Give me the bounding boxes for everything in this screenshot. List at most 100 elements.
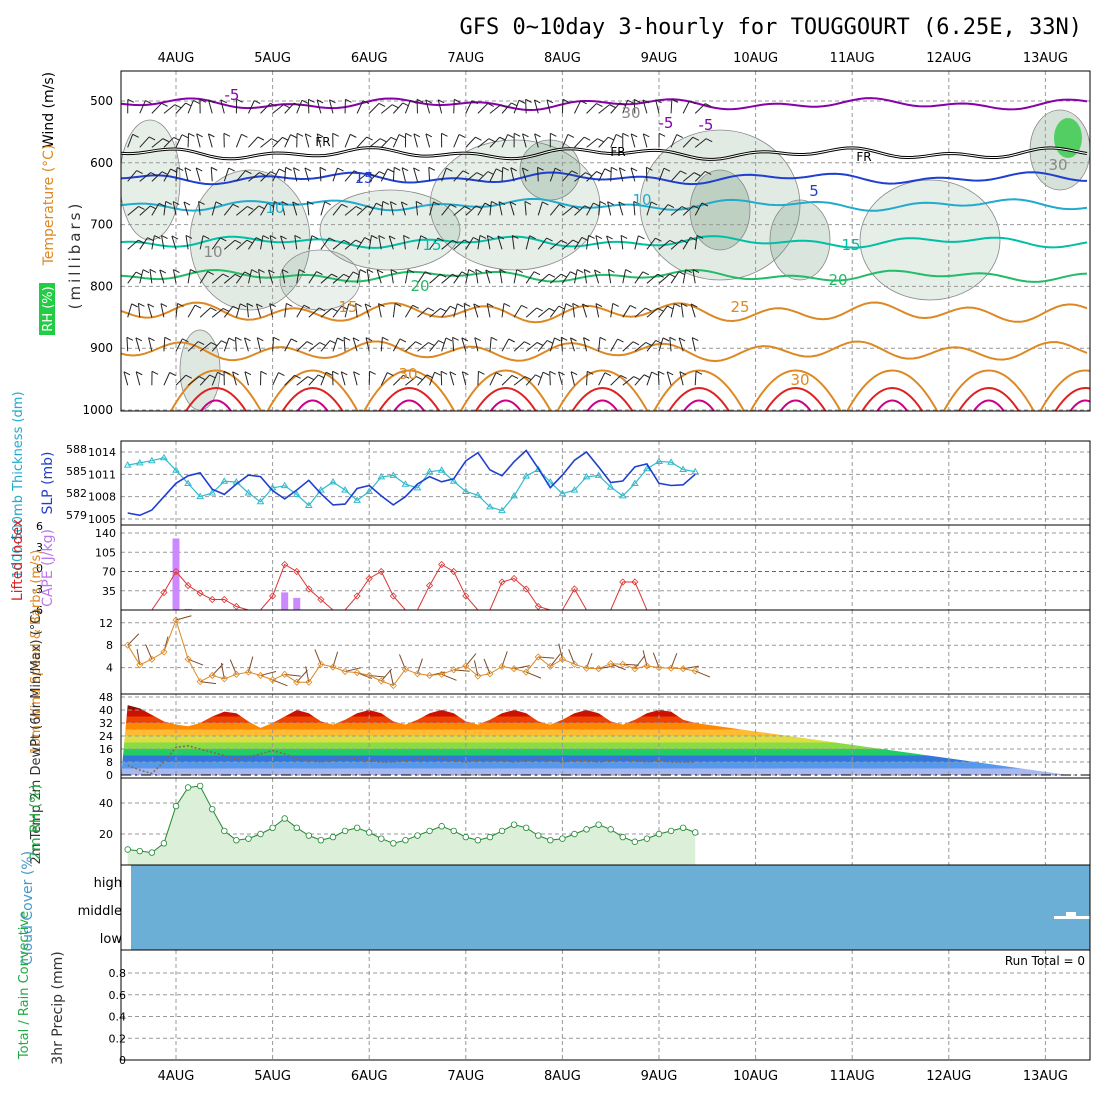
rh-marker (245, 835, 252, 842)
slp-line (127, 449, 696, 517)
wind-barb-flag (182, 338, 189, 343)
isotherm-arc (363, 369, 456, 411)
wind-barb-flag (294, 235, 301, 239)
wind-barb-flag (135, 371, 143, 376)
upper-wind-label: Wind (m/s) (41, 72, 57, 148)
wind-barb (569, 337, 575, 352)
wind-barb (198, 201, 201, 216)
wind-barb-flag (158, 202, 166, 207)
wind-barb-flag (491, 200, 498, 205)
wind-barb (211, 372, 218, 386)
thickness-marker (196, 492, 205, 500)
wind-barb-flag (657, 307, 664, 312)
wind-barb (682, 269, 687, 284)
lifted-index-marker (619, 578, 627, 586)
wind-speed-marker (160, 648, 168, 656)
wind-barb-flag (185, 102, 192, 107)
rh-marker (172, 802, 180, 810)
wind-barb-flag (343, 273, 350, 278)
wind-barb (151, 102, 162, 114)
isotherm-arc (474, 387, 537, 411)
wind-barb (163, 372, 171, 386)
wind-barb-flag (331, 307, 338, 312)
bottom-x-axis: 4AUG 5AUG 6AUG 7AUG 8AUG 9AUG 10AUG 11AUG 12AUG 1… (158, 1069, 1068, 1084)
wind-barb-flag (165, 201, 172, 205)
wind-barb-flag (524, 341, 531, 346)
wind-barb (501, 303, 505, 318)
wind-barb-flag (495, 372, 503, 377)
wind-barb-flag (475, 136, 482, 141)
wind-barb-flag (343, 239, 350, 244)
wind-barb (634, 307, 646, 318)
isotherm-label: 15 (354, 169, 373, 187)
wind-barb-flag (529, 235, 536, 240)
thickness-marker (304, 501, 313, 508)
wind-barb-flag (570, 337, 577, 342)
wind-barb (272, 201, 275, 216)
wind-barb-flag (173, 269, 180, 273)
wind-barb-flag (332, 132, 339, 137)
wind-barb-flag (502, 166, 509, 171)
wind-barb-flag (199, 98, 207, 103)
wind-barb-flag (376, 269, 384, 274)
wind-barb-flag (278, 168, 286, 173)
wind-barb (127, 239, 139, 250)
wind-barb (657, 371, 660, 386)
wind-barb (390, 269, 394, 284)
wind-barb-flag (533, 271, 541, 276)
wind-barb-flag (642, 271, 650, 276)
wind-barb (586, 235, 590, 250)
wind-barb-flag (611, 166, 618, 171)
isotherm-label: 20 (410, 277, 429, 295)
wind-barb-flag (583, 136, 591, 141)
wind-barb-flag (307, 200, 314, 205)
thickness-marker (461, 487, 470, 495)
temp-band (121, 762, 1090, 769)
wind-barb-flag (382, 200, 390, 205)
wind-barb-flag (542, 371, 550, 376)
wind-barb (308, 307, 320, 318)
wind-barb (533, 99, 539, 114)
wind-barb (248, 205, 260, 216)
surface-wind-barb (127, 633, 140, 646)
thickness-marker (437, 466, 446, 473)
run-total-label: Run Total = 0 (1005, 954, 1085, 968)
thickness-marker (365, 487, 374, 495)
upper-y-tick-label: 700 (90, 218, 113, 232)
wind-barb (151, 203, 160, 216)
wind-barb (645, 167, 648, 182)
wind-barb (594, 269, 600, 284)
wind-barb-flag (643, 374, 651, 379)
temp-band (121, 768, 1090, 775)
wind-barb (694, 235, 698, 250)
rh-tick-label: 20 (99, 828, 113, 841)
wind-barb (513, 305, 522, 318)
wind-barb-flag (643, 133, 650, 138)
wind-barb-flag (428, 342, 435, 346)
wind-barb (453, 303, 458, 318)
wind-barb-flag (608, 269, 615, 273)
temp-tick-label: 48 (99, 691, 113, 704)
wind-barb-flag (594, 269, 601, 274)
wind-barb (669, 337, 672, 352)
bottom-tick-label: 13AUG (1023, 1069, 1068, 1084)
thickness-marker (510, 491, 518, 499)
wind-barb-flag (604, 372, 612, 377)
wind-barb-flag (305, 133, 312, 138)
wind-barb (404, 305, 414, 318)
precip-tick-label: 0.4 (109, 1011, 127, 1024)
rh-marker (643, 835, 651, 842)
wind-barb-flag (150, 172, 157, 177)
wind-barb (123, 371, 129, 386)
wind-barb (404, 100, 411, 114)
thickness-marker (341, 486, 349, 493)
wind-barb-flag (642, 99, 650, 104)
wind-barb (453, 170, 464, 182)
wind-barb (260, 171, 271, 182)
wind-barb (175, 338, 183, 352)
wind-barb-flag (145, 100, 152, 105)
wind-barb (139, 205, 151, 216)
isotherm-arc (281, 387, 344, 411)
wind-barb (694, 371, 697, 386)
wind-barb-flag (211, 166, 218, 171)
